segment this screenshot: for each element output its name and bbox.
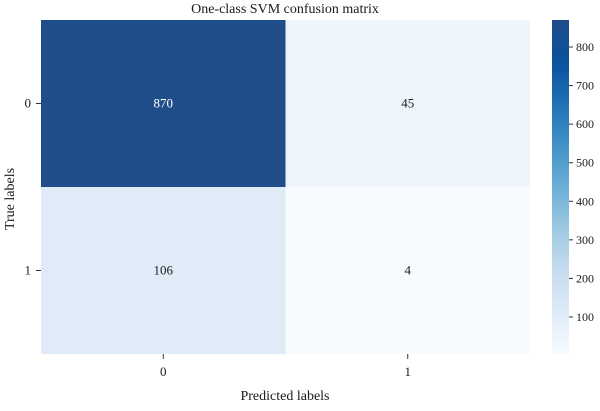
- cell-value-r1-c1: 4: [405, 263, 412, 278]
- heatmap-cell-r0-c1: [285, 20, 530, 187]
- cell-value-r0-c0: 870: [154, 96, 174, 111]
- cell-value-r1-c0: 106: [154, 263, 174, 278]
- y-tick-label-0: 0: [25, 96, 32, 111]
- colorbar-tick-label-5: 600: [576, 117, 594, 131]
- colorbar-tick-label-1: 200: [576, 271, 594, 285]
- colorbar-tick-label-6: 700: [576, 79, 594, 93]
- colorbar-tick-label-4: 500: [576, 156, 594, 170]
- x-axis-label: Predicted labels: [240, 389, 329, 404]
- heatmap-cells: [41, 20, 530, 354]
- y-axis-label: True labels: [3, 168, 18, 230]
- chart-title: One-class SVM confusion matrix: [191, 2, 379, 17]
- heatmap-cell-r1-c1: [285, 187, 530, 354]
- heatmap-cell-labels: 870 45 106 4: [154, 96, 415, 278]
- colorbar: [552, 20, 569, 354]
- heatmap-cell-r0-c0: [41, 20, 286, 187]
- colorbar-tick-label-3: 400: [576, 194, 594, 208]
- y-axis-ticks: 01: [25, 96, 41, 278]
- cell-value-r0-c1: 45: [401, 96, 414, 111]
- colorbar-tick-label-7: 800: [576, 40, 594, 54]
- colorbar-tick-label-0: 100: [576, 310, 594, 324]
- colorbar-tick-label-2: 300: [576, 233, 594, 247]
- x-tick-label-0: 0: [160, 364, 167, 379]
- heatmap-cell-r1-c0: [41, 187, 286, 354]
- y-tick-label-1: 1: [25, 263, 32, 278]
- colorbar-ticks: 100 200 300 400 500 600 700 800: [569, 40, 594, 324]
- x-tick-label-1: 1: [405, 364, 412, 379]
